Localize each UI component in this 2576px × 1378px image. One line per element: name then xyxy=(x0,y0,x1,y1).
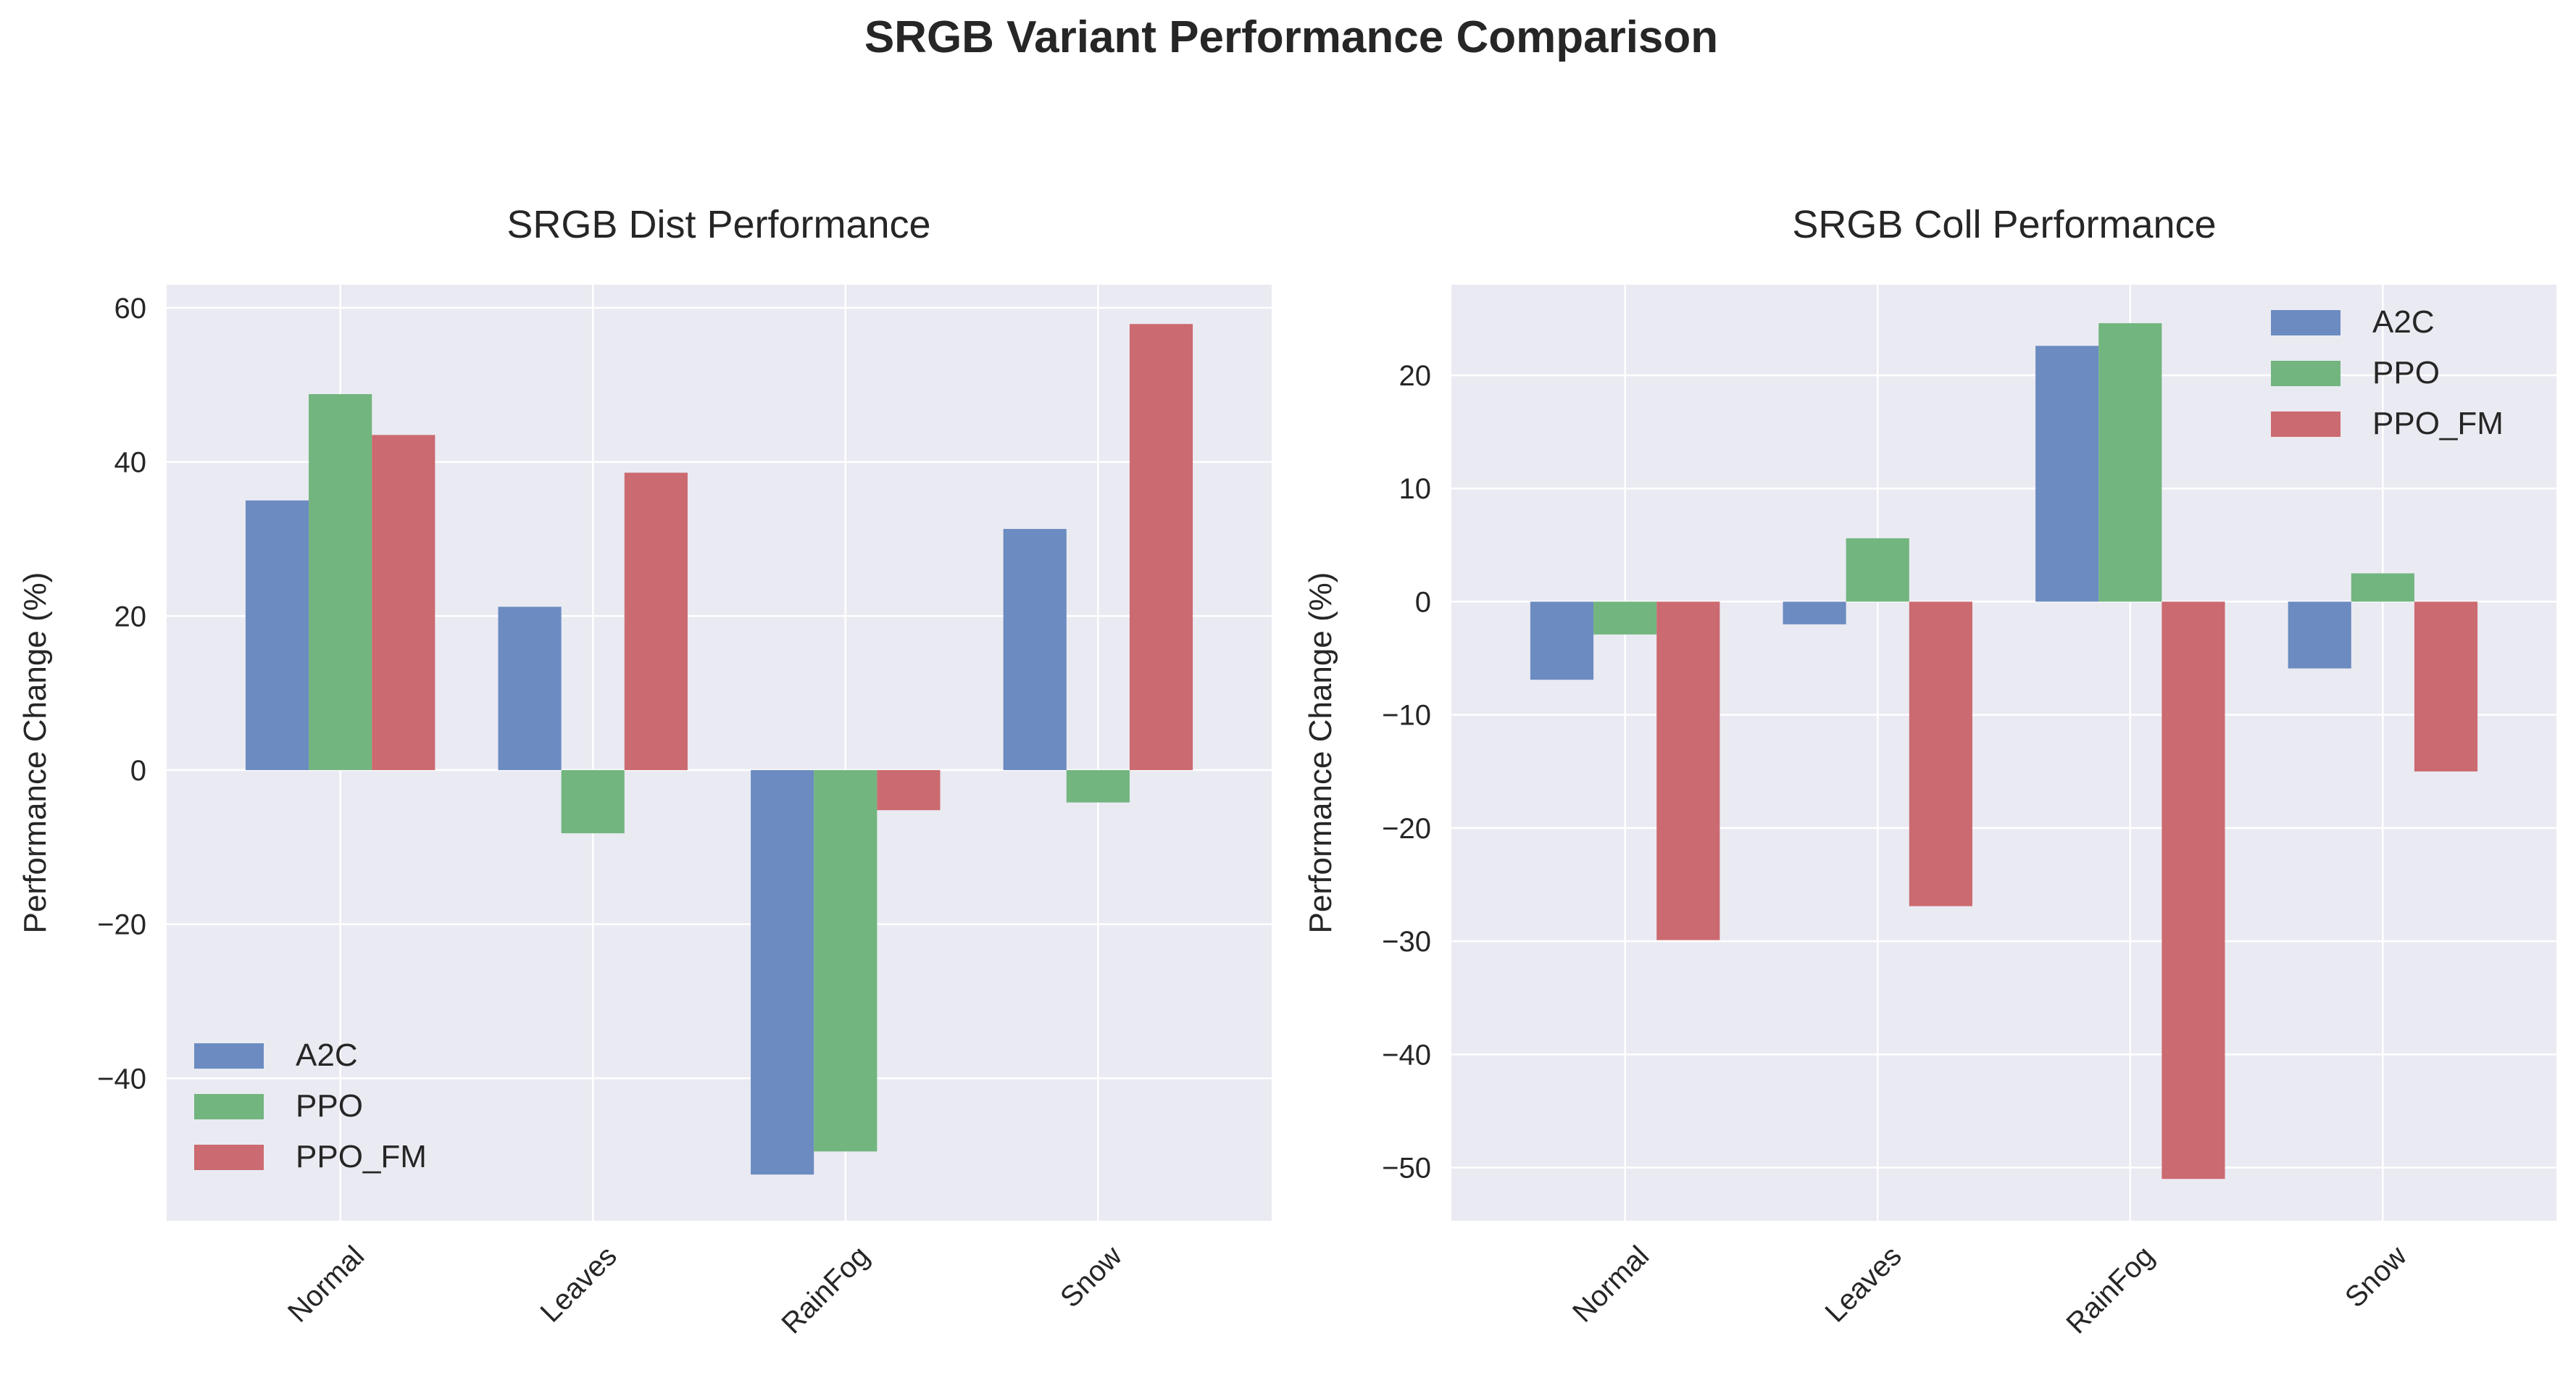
y-tick-label: −20 xyxy=(1382,813,1431,845)
bar-a2c-rainfog xyxy=(2035,346,2099,602)
bar-ppo-fm-rainfog xyxy=(2162,601,2225,1179)
subplot-title: SRGB Coll Performance xyxy=(1792,203,2216,246)
bar-ppo-rainfog xyxy=(2098,323,2162,602)
y-tick-label: 0 xyxy=(130,755,146,787)
legend-label-ppo-fm: PPO_FM xyxy=(296,1139,427,1174)
y-tick-labels: −50 −40 −30 −20 −10 0 10 20 xyxy=(1382,360,1431,1185)
y-tick-label: 10 xyxy=(1399,473,1432,505)
bar-ppo-fm-normal xyxy=(1656,601,1720,940)
y-tick-label: 20 xyxy=(1399,360,1432,392)
bar-ppo-fm-rainfog xyxy=(877,769,941,811)
bar-a2c-snow xyxy=(2288,601,2351,669)
y-axis-label: Performance Change (%) xyxy=(1303,572,1338,934)
legend-label-ppo: PPO xyxy=(2372,355,2440,391)
y-tick-label: 0 xyxy=(1415,586,1431,618)
bar-ppo-snow xyxy=(1066,769,1130,803)
y-tick-label: 20 xyxy=(114,601,147,632)
legend-swatch-ppo-fm xyxy=(194,1145,264,1170)
bar-ppo-normal xyxy=(1593,601,1657,635)
legend-label-ppo: PPO xyxy=(296,1088,363,1124)
subplot-title: SRGB Dist Performance xyxy=(507,203,930,246)
bar-ppo-leaves xyxy=(1846,538,1909,602)
bars xyxy=(1530,323,2478,1179)
bar-ppo-snow xyxy=(2351,573,2414,602)
y-tick-label: −40 xyxy=(97,1063,146,1095)
y-tick-label: −40 xyxy=(1382,1039,1431,1071)
legend-swatch-a2c xyxy=(194,1043,264,1069)
bar-a2c-normal xyxy=(1530,601,1594,680)
legend-swatch-ppo xyxy=(2271,361,2341,386)
plot-area xyxy=(1451,285,2556,1221)
bar-a2c-normal xyxy=(245,500,309,770)
legend-label-ppo-fm: PPO_FM xyxy=(2372,406,2504,441)
legend-swatch-ppo xyxy=(194,1094,264,1119)
bar-ppo-normal xyxy=(309,393,372,770)
legend: A2C PPO PPO_FM xyxy=(2271,304,2504,441)
bar-a2c-leaves xyxy=(498,606,562,770)
bar-ppo-fm-normal xyxy=(372,435,435,770)
bars xyxy=(245,324,1193,1175)
bar-ppo-fm-snow xyxy=(1129,324,1193,770)
legend-label-a2c: A2C xyxy=(2372,304,2435,340)
bar-a2c-snow xyxy=(1003,529,1067,770)
bar-ppo-fm-snow xyxy=(2414,601,2478,772)
y-tick-label: 60 xyxy=(114,293,147,325)
y-tick-label: −30 xyxy=(1382,926,1431,958)
y-tick-label: −10 xyxy=(1382,700,1431,732)
figure-title: SRGB Variant Performance Comparison xyxy=(864,12,1718,62)
bar-ppo-leaves xyxy=(561,769,625,834)
bar-a2c-leaves xyxy=(1783,601,1846,625)
legend-label-a2c: A2C xyxy=(296,1037,358,1073)
y-tick-label: 40 xyxy=(114,447,147,479)
bar-ppo-rainfog xyxy=(814,769,878,1152)
legend-swatch-ppo-fm xyxy=(2271,412,2341,437)
bar-ppo-fm-leaves xyxy=(624,472,688,770)
bar-ppo-fm-leaves xyxy=(1909,601,1972,906)
y-tick-label: −50 xyxy=(1382,1153,1431,1185)
y-tick-label: −20 xyxy=(97,909,146,941)
bar-a2c-rainfog xyxy=(751,769,814,1175)
y-axis-label: Performance Change (%) xyxy=(17,572,53,934)
legend-swatch-a2c xyxy=(2271,310,2341,335)
legend: A2C PPO PPO_FM xyxy=(194,1037,427,1174)
y-tick-labels: −40 −20 0 20 40 60 xyxy=(97,293,146,1095)
